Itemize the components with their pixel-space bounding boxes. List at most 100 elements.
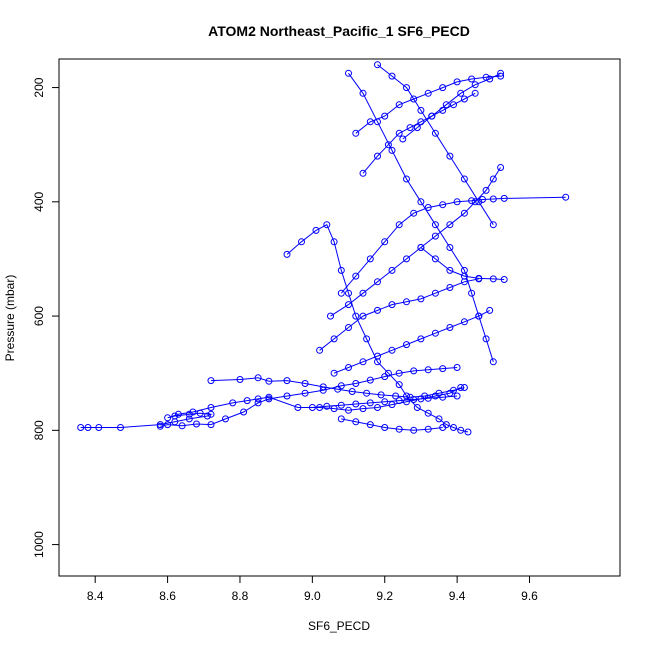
data-point — [460, 384, 468, 391]
data-point — [395, 381, 403, 389]
series-line-6 — [340, 196, 566, 294]
data-point — [489, 275, 497, 283]
series-line-1 — [80, 387, 461, 428]
x-tick-label: 9.6 — [521, 589, 538, 603]
x-tick-label: 9.0 — [304, 589, 321, 603]
plot-frame — [58, 58, 621, 577]
data-point — [482, 335, 490, 343]
data-point — [450, 386, 457, 394]
data-point — [352, 129, 360, 137]
y-tick-label: 400 — [32, 191, 46, 211]
data-point — [410, 367, 418, 375]
data-point — [193, 420, 200, 428]
data-point — [185, 415, 193, 423]
data-point — [475, 198, 483, 206]
data-point — [222, 415, 229, 423]
data-point — [468, 197, 476, 205]
data-point — [171, 412, 179, 420]
data-point — [403, 298, 410, 306]
data-point — [439, 84, 447, 92]
data-point — [366, 399, 374, 407]
data-point — [243, 397, 251, 405]
y-axis: 200 400 600 800 1000 — [32, 77, 59, 558]
plot-area — [77, 61, 570, 436]
data-point — [164, 421, 172, 429]
data-point — [377, 391, 385, 399]
data-point — [319, 383, 327, 391]
data-point — [406, 124, 414, 132]
data-point — [431, 232, 439, 240]
data-point — [424, 89, 432, 97]
data-point — [254, 374, 262, 382]
data-point — [363, 389, 371, 397]
data-point — [413, 404, 421, 411]
data-point — [174, 410, 182, 418]
data-point — [283, 377, 291, 385]
data-point — [381, 424, 389, 431]
data-point — [283, 392, 291, 400]
data-point — [489, 175, 497, 183]
data-point — [352, 380, 360, 387]
data-point — [337, 289, 345, 297]
x-tick-label: 8.6 — [159, 589, 176, 603]
data-point — [471, 81, 479, 89]
data-point — [403, 392, 410, 400]
data-point — [117, 424, 124, 431]
data-point — [337, 266, 345, 274]
data-point — [334, 385, 342, 393]
series-line-5 — [330, 167, 502, 317]
data-point — [77, 424, 85, 431]
data-point — [475, 312, 483, 320]
data-point — [439, 201, 447, 209]
data-point — [392, 392, 400, 400]
data-point — [446, 324, 454, 331]
data-point — [439, 365, 447, 373]
data-point — [410, 426, 418, 434]
data-point — [185, 410, 193, 418]
series-line-2 — [160, 367, 458, 427]
x-tick-label: 9.4 — [449, 589, 466, 603]
data-point — [381, 112, 389, 120]
data-point — [84, 424, 92, 431]
data-point — [345, 301, 352, 309]
data-point — [196, 409, 204, 417]
data-point — [330, 335, 338, 343]
y-tick-label: 600 — [32, 306, 46, 326]
data-point — [431, 129, 439, 137]
data-point — [374, 278, 381, 286]
data-point — [316, 346, 324, 354]
data-point — [254, 399, 262, 407]
data-point — [428, 112, 436, 120]
data-point — [229, 399, 237, 407]
data-point — [388, 301, 396, 309]
data-point — [424, 425, 432, 433]
data-point — [345, 364, 352, 371]
data-point — [460, 318, 468, 326]
data-point — [189, 408, 197, 416]
data-point — [330, 238, 338, 246]
data-point — [352, 312, 360, 320]
data-point — [439, 393, 447, 401]
data-point — [381, 398, 389, 406]
x-axis: 8.4 8.6 8.8 9.0 9.2 9.4 9.6 — [87, 576, 538, 603]
data-point — [254, 395, 262, 403]
data-point — [497, 69, 505, 77]
data-point — [446, 244, 454, 251]
data-point — [236, 376, 244, 383]
data-point — [424, 394, 432, 402]
data-point — [457, 426, 465, 434]
data-point — [366, 255, 374, 263]
data-point — [352, 272, 360, 280]
data-point — [207, 404, 215, 411]
x-tick-label: 8.8 — [232, 589, 249, 603]
data-point — [337, 401, 345, 409]
data-point — [424, 204, 432, 211]
data-point — [489, 221, 497, 229]
data-point — [207, 421, 215, 429]
data-point — [164, 414, 172, 422]
data-point — [446, 266, 454, 274]
data-point — [388, 72, 396, 80]
data-point — [388, 146, 396, 154]
y-tick-label: 1000 — [32, 531, 46, 558]
